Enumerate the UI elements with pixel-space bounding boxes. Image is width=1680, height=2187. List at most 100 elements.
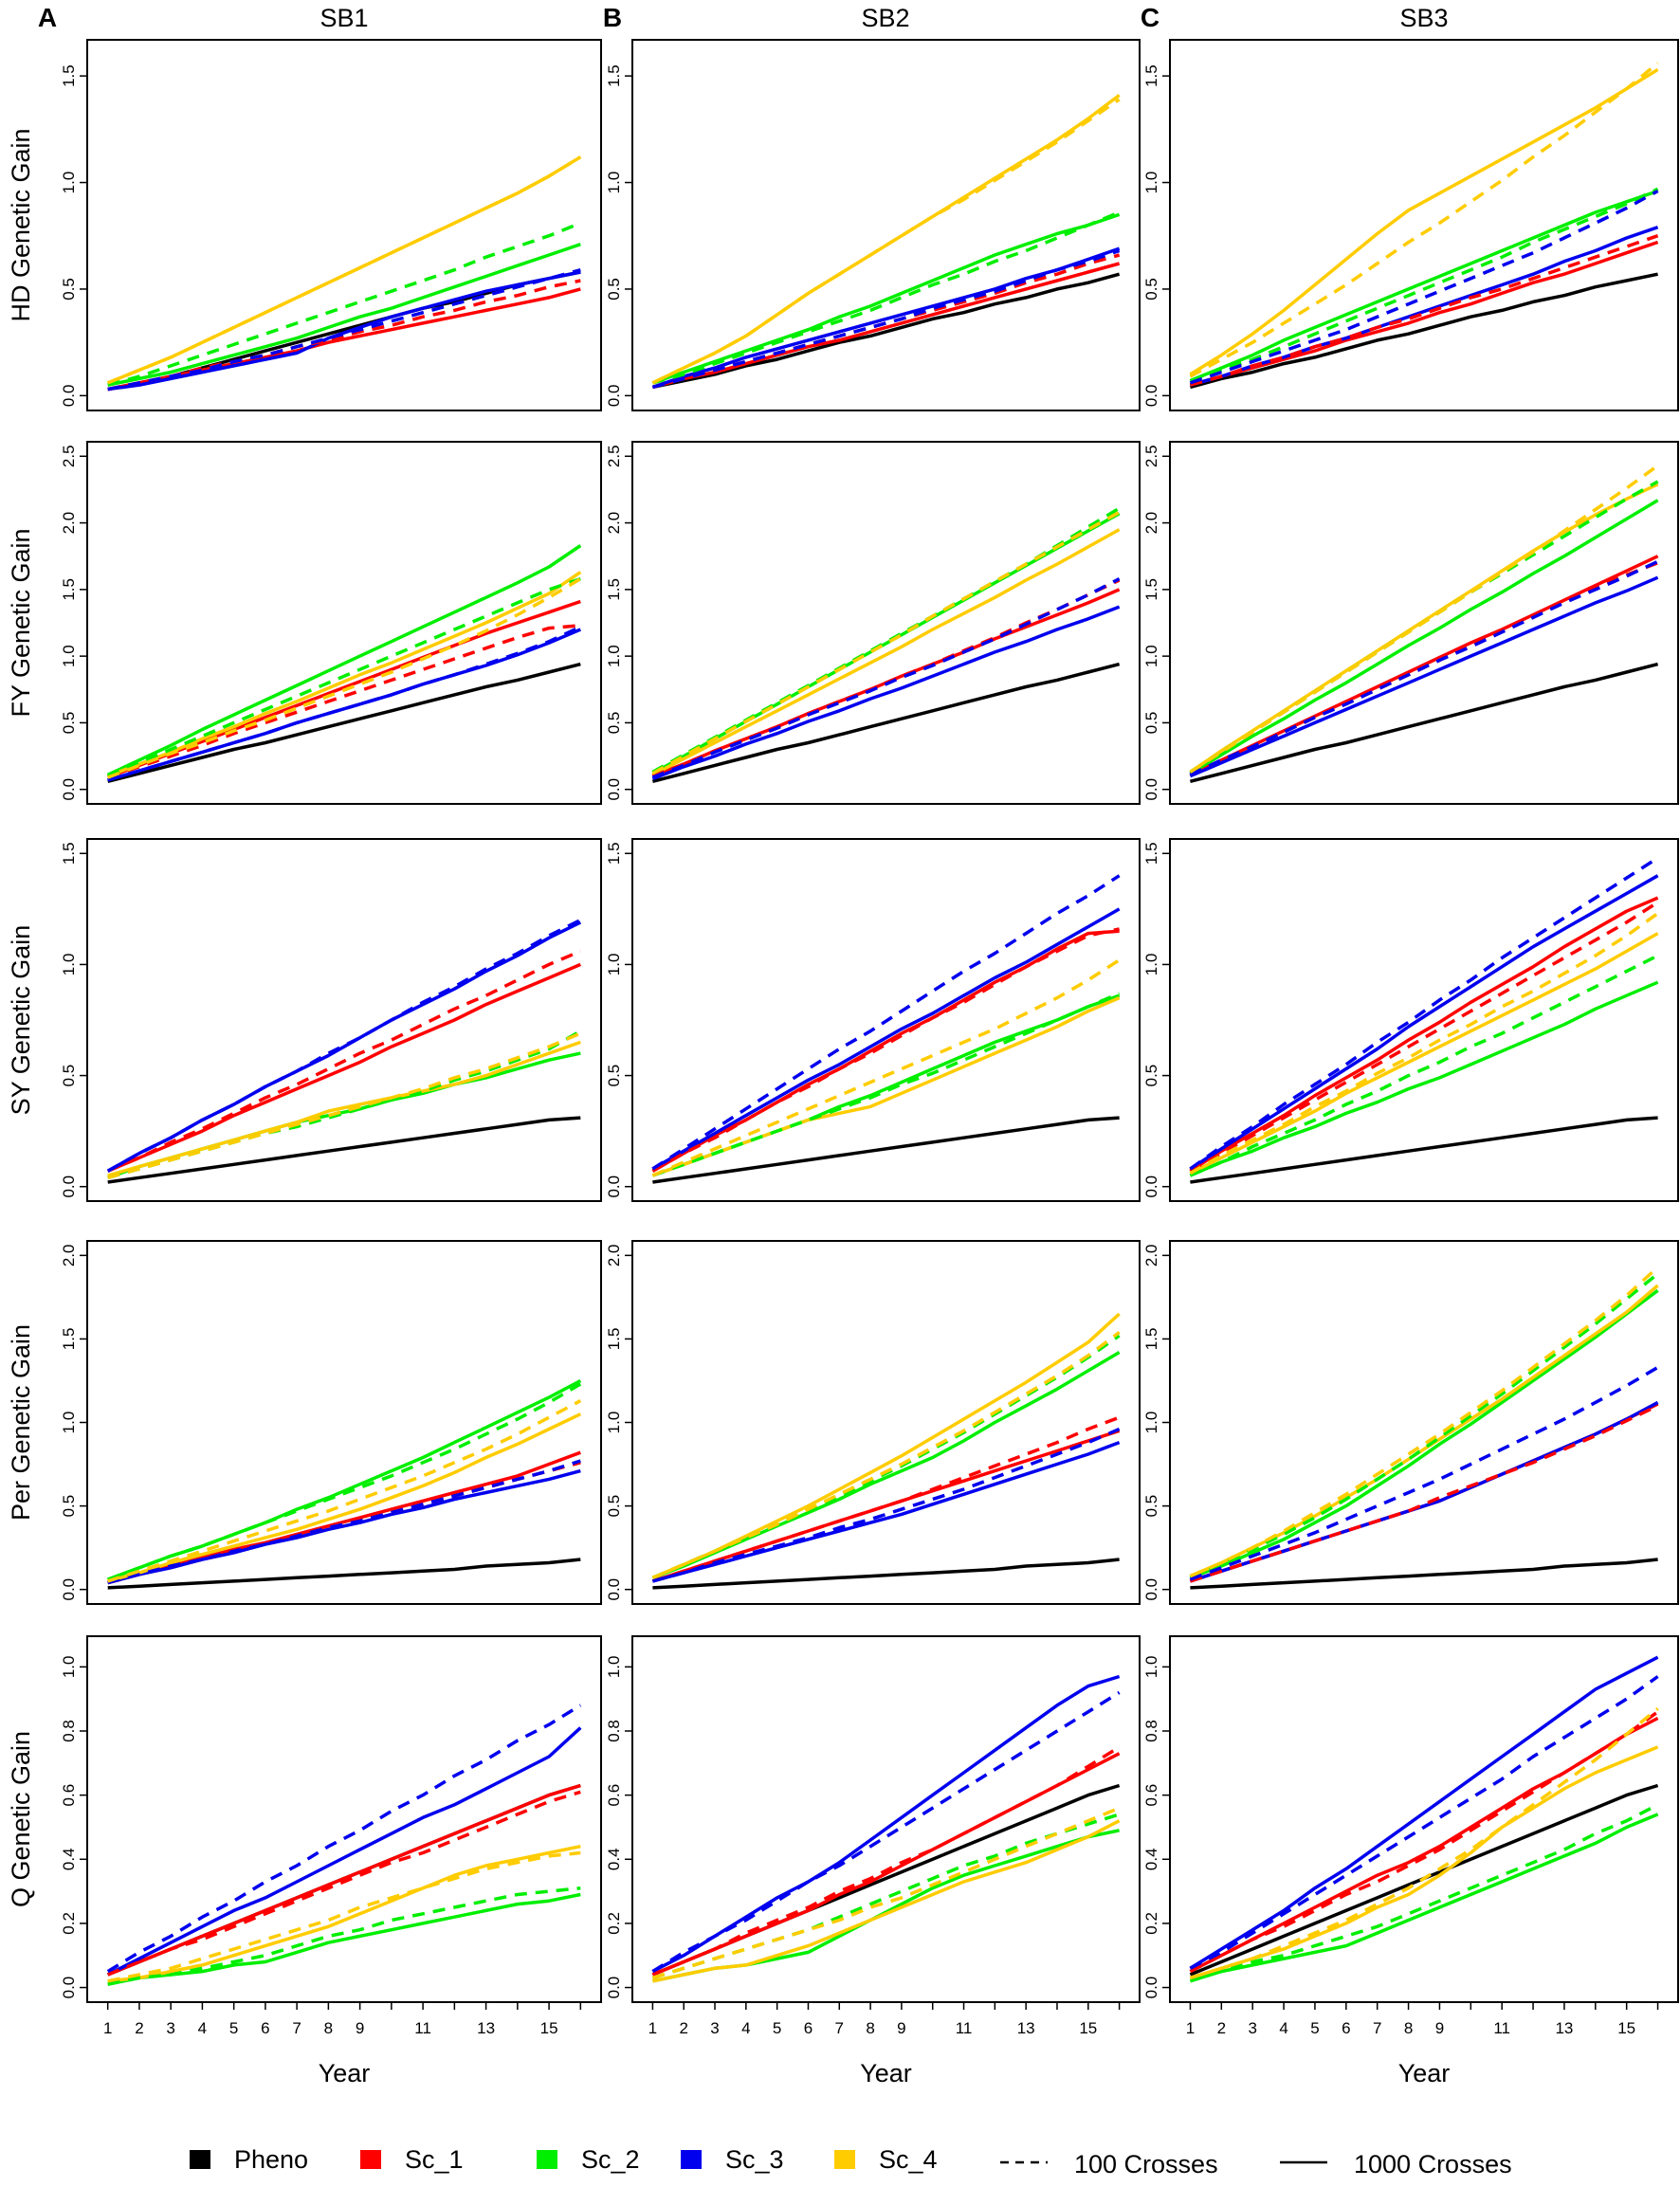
series-sc_4-100-crosses [1189, 912, 1659, 1176]
x-tick-label: 9 [897, 2019, 905, 2037]
x-tick-label: 2 [1217, 2019, 1226, 2037]
column-title-sb3: SB3 [1399, 4, 1448, 32]
panel: 0.0 0.5 1.0 1.5 [60, 838, 602, 1202]
y-tick-label: 0.4 [60, 1848, 78, 1870]
legend-label: 1000 Crosses [1354, 2150, 1512, 2178]
legend-label: Sc_2 [581, 2145, 640, 2174]
row-ylabel: FY Genetic Gain [7, 528, 35, 717]
legend: Pheno Sc_1 Sc_2 Sc_3 Sc_4 100 Crosses 1000 Cro… [190, 2145, 1512, 2178]
x-tick-label: 7 [1373, 2019, 1381, 2037]
series-sc_4-1000-crosses [107, 1412, 582, 1583]
legend-item: Sc_1 [360, 2145, 464, 2174]
y-axis: 0.0 0.5 1.0 1.5 2.0 2.5 [605, 445, 632, 801]
legend-item: Sc_2 [537, 2145, 640, 2174]
series-sc_1-100-crosses [107, 1790, 581, 1977]
series-sc_1-1000-crosses [1189, 240, 1659, 387]
series-sc_3-1000-crosses [1189, 1400, 1659, 1583]
series-sc_3-1000-crosses [651, 907, 1121, 1171]
y-axis: 0.0 0.5 1.0 1.5 [605, 64, 632, 407]
y-tick-label: 1.0 [1142, 954, 1160, 976]
series-sc_3-1000-crosses [107, 1468, 581, 1585]
y-tick-label: 1.5 [1142, 1328, 1160, 1351]
x-tick-label: 15 [1617, 2019, 1635, 2037]
series-sc_3-100-crosses [651, 1427, 1121, 1583]
series-pheno-1000-crosses [107, 1558, 581, 1590]
y-axis: 0.0 0.2 0.4 0.6 0.8 1.0 [60, 1656, 87, 1998]
panel: 0.0 0.2 0.4 0.6 0.8 1.0 [605, 1635, 1141, 2003]
y-tick-label: 1.0 [605, 645, 623, 667]
x-tick-label: 5 [773, 2019, 781, 2037]
series-sc_4-100-crosses [107, 1399, 582, 1583]
series-sc_4-1000-crosses [1189, 67, 1659, 376]
panel: 0.0 0.5 1.0 1.5 [60, 39, 602, 411]
y-tick-label: 2.5 [605, 445, 623, 467]
x-tick-label: 6 [261, 2019, 269, 2037]
y-tick-label: 0.0 [1142, 1977, 1160, 1999]
x-tick-label: 13 [1555, 2019, 1573, 2037]
series-sc_4-1000-crosses [107, 1844, 581, 1983]
y-tick-label: 0.0 [60, 1578, 78, 1601]
row-y-labels: HD Genetic Gain FY Genetic Gain SY Genetic… [7, 128, 35, 1907]
y-tick-label: 0.2 [1142, 1912, 1160, 1935]
x-tick-label: 8 [866, 2019, 874, 2037]
y-tick-label: 0.5 [60, 1065, 78, 1087]
y-tick-label: 2.0 [605, 1244, 623, 1267]
y-axis: 0.0 0.5 1.0 1.5 [605, 842, 632, 1198]
x-tick-label: 3 [1248, 2019, 1256, 2037]
series-sc_2-1000-crosses [1189, 1288, 1659, 1579]
series-sc_4-100-crosses [1189, 1266, 1659, 1578]
series-pheno-1000-crosses [1190, 1558, 1658, 1590]
y-axis: 0.0 0.5 1.0 1.5 [1142, 64, 1170, 407]
y-tick-label: 0.5 [605, 1495, 623, 1518]
x-tick-label: 11 [414, 2019, 431, 2037]
x-axis: 1 2 3 4 5 6 7 8 9 11 13 15 Year [1186, 2001, 1659, 2087]
series-sc_4-1000-crosses [652, 1819, 1121, 1983]
y-axis: 0.0 0.5 1.0 1.5 2.0 2.5 [60, 445, 87, 801]
x-tick-label: 3 [166, 2019, 174, 2037]
series-sc_4-1000-crosses [651, 995, 1121, 1177]
series-sc_4-1000-crosses [1189, 1745, 1659, 1980]
y-tick-label: 0.5 [1142, 712, 1160, 735]
series-sc_2-1000-crosses [1189, 980, 1659, 1177]
panel: 0.0 0.5 1.0 1.5 2.0 2.5 [605, 441, 1141, 805]
series-sc_1-100-crosses [651, 1745, 1121, 1977]
series-sc_3-100-crosses [1189, 1365, 1659, 1581]
y-tick-label: 1.5 [60, 842, 78, 865]
y-tick-label: 2.0 [60, 1244, 78, 1267]
y-tick-label: 0.0 [605, 1977, 623, 1999]
y-axis: 0.0 0.5 1.0 1.5 [1142, 842, 1170, 1198]
plot-frame [631, 1240, 1141, 1605]
series-sc_2-100-crosses [1189, 954, 1659, 1177]
series-sc_2-1000-crosses [1189, 499, 1659, 775]
x-tick-label: 7 [292, 2019, 301, 2037]
y-tick-label: 1.0 [605, 1412, 623, 1434]
series-sc_1-100-crosses [1189, 1710, 1659, 1974]
x-tick-label: 1 [648, 2019, 657, 2037]
series-sc_4-100-crosses [107, 155, 582, 385]
y-tick-label: 0.0 [605, 778, 623, 801]
y-tick-label: 0.0 [60, 1176, 78, 1198]
series-sc_3-100-crosses [1189, 559, 1659, 776]
x-axis: 1 2 3 4 5 6 7 8 9 11 13 15 Year [648, 2001, 1121, 2087]
panel: 0.0 0.5 1.0 1.5 2.0 2.5 [1142, 441, 1679, 805]
y-tick-label: 0.0 [605, 385, 623, 408]
y-tick-label: 0.0 [1142, 385, 1160, 408]
y-tick-label: 1.5 [605, 1328, 623, 1351]
x-tick-label: 4 [1279, 2019, 1287, 2037]
column-title-sb1: SB1 [320, 4, 368, 32]
legend-label: 100 Crosses [1074, 2150, 1218, 2178]
x-axis-label: Year [860, 2059, 912, 2087]
panel-letter-c: C [1141, 3, 1160, 32]
y-tick-label: 0.0 [605, 1578, 623, 1601]
y-tick-label: 1.0 [60, 1656, 78, 1679]
series-sc_3-100-crosses [106, 919, 582, 1173]
series-sc_2-1000-crosses [1189, 1813, 1659, 1983]
legend-label: Sc_1 [405, 2145, 464, 2174]
y-tick-label: 1.0 [605, 172, 623, 194]
y-tick-label: 1.0 [1142, 1412, 1160, 1434]
x-tick-label: 5 [1310, 2019, 1319, 2037]
y-axis: 0.0 0.2 0.4 0.6 0.8 1.0 [605, 1656, 632, 1999]
legend-item: 1000 Crosses [1280, 2150, 1512, 2178]
y-tick-label: 1.5 [60, 64, 78, 87]
